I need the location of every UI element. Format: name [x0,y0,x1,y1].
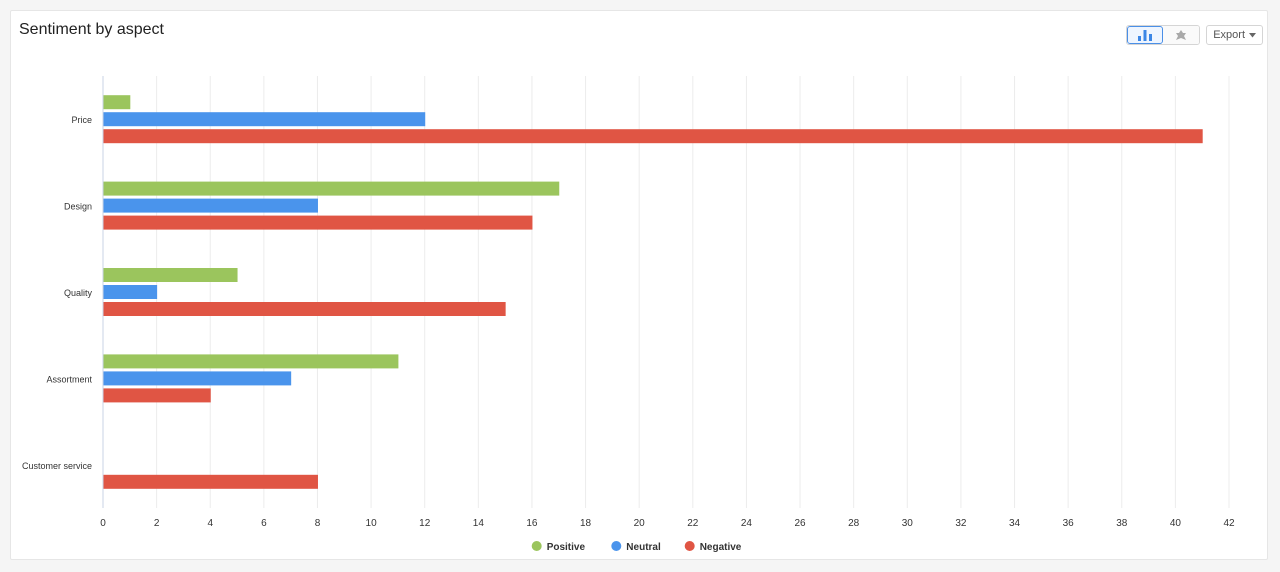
x-tick-label: 18 [580,518,592,529]
bar-chart-icon [1138,30,1153,41]
x-tick-label: 34 [1009,518,1021,529]
x-tick-label: 24 [741,518,753,529]
x-tick-label: 32 [955,518,967,529]
chevron-down-icon [1249,32,1256,37]
x-tick-label: 8 [315,518,321,529]
legend-marker [531,541,542,551]
bar-neutral [103,112,426,127]
chart-title: Sentiment by aspect [19,21,164,38]
x-tick-label: 22 [687,518,699,529]
bar-neutral [103,285,158,299]
x-tick-label: 14 [473,518,485,529]
legend-marker [684,541,695,551]
chart-type-toggle [1126,25,1201,45]
bar-negative [103,129,1203,144]
bar-positive [103,95,131,110]
pie-chart-icon [1176,30,1187,40]
x-tick-label: 2 [154,518,160,529]
export-label: Export [1213,29,1245,41]
bar-negative [103,388,211,403]
x-tick-label: 10 [366,518,378,529]
bar-neutral [103,198,318,213]
x-tick-label: 6 [261,518,267,529]
bar-positive [103,268,238,282]
bar-chart-button[interactable] [1127,26,1164,44]
x-tick-label: 36 [1063,518,1075,529]
x-tick-label: 30 [902,518,914,529]
y-category-label: Design [64,202,92,212]
y-category-label: Quality [64,288,93,298]
bar-negative [103,215,533,230]
x-tick-label: 0 [100,518,106,529]
legend-label: Positive [547,542,586,553]
x-tick-label: 4 [207,518,213,529]
legend-marker [611,541,622,551]
bar-neutral [103,371,292,386]
x-tick-label: 20 [634,518,646,529]
y-category-label: Assortment [46,374,92,384]
legend-label: Negative [700,542,742,553]
bar-positive [103,354,399,369]
x-tick-label: 42 [1223,518,1235,529]
bar-positive [103,181,560,196]
x-tick-label: 28 [848,518,860,529]
y-category-label: Price [71,115,92,125]
bar-negative [103,302,506,316]
x-tick-label: 16 [526,518,538,529]
legend-label: Neutral [626,542,661,553]
pie-chart-button[interactable] [1163,26,1200,44]
bar-negative [103,474,318,489]
x-tick-label: 40 [1170,518,1182,529]
x-tick-label: 38 [1116,518,1128,529]
x-tick-label: 12 [419,518,431,529]
export-button[interactable]: Export [1206,25,1263,45]
chart-toolbar: Export [1126,25,1263,45]
x-tick-label: 26 [794,518,806,529]
y-category-label: Customer service [22,461,92,471]
